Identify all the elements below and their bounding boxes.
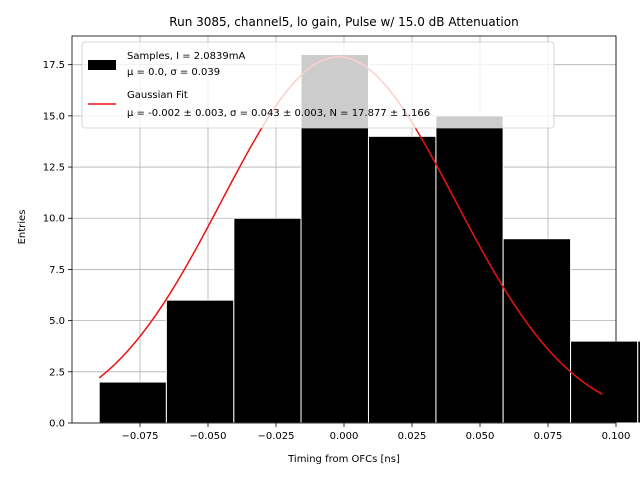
- x-tick-label: 0.050: [466, 431, 495, 442]
- legend-histogram-label: Samples, I = 2.0839mA: [127, 51, 245, 62]
- legend-histogram-stats: μ = 0.0, σ = 0.039: [127, 67, 220, 78]
- y-axis-label: Entries: [17, 210, 28, 245]
- histogram-bar: [233, 217, 302, 424]
- chart-title: Run 3085, channel5, lo gain, Pulse w/ 15…: [169, 15, 518, 29]
- histogram-bar: [367, 135, 437, 424]
- y-tick-label: 17.5: [43, 60, 65, 71]
- x-tick-label: 0.025: [398, 431, 427, 442]
- x-tick-label: 0.000: [330, 431, 359, 442]
- legend-fit-stats: μ = -0.002 ± 0.003, σ = 0.043 ± 0.003, N…: [127, 108, 430, 119]
- x-tick-label: −0.025: [257, 431, 294, 442]
- x-tick-label: −0.075: [121, 431, 158, 442]
- legend-histogram-swatch: [88, 60, 116, 70]
- y-tick-label: 7.5: [49, 265, 65, 276]
- y-tick-label: 0.0: [49, 419, 65, 430]
- x-tick-label: −0.050: [189, 431, 226, 442]
- legend-box: [81, 41, 555, 129]
- x-tick-label: 0.075: [534, 431, 563, 442]
- histogram-bar: [165, 299, 235, 424]
- y-tick-label: 2.5: [49, 367, 65, 378]
- histogram-bar: [570, 340, 639, 424]
- y-axis-ticks: 0.0 2.5 5.0 7.5 10.0 12.5 15.0 17.5: [43, 60, 72, 430]
- y-tick-label: 10.0: [43, 214, 65, 225]
- x-axis-label: Timing from OFCs [ns]: [287, 454, 400, 465]
- histogram-bar: [502, 238, 572, 424]
- histogram-bar: [637, 340, 640, 424]
- y-tick-label: 12.5: [43, 163, 65, 174]
- histogram-bar: [98, 381, 167, 424]
- legend-fit-label: Gaussian Fit: [127, 90, 188, 101]
- y-tick-label: 5.0: [49, 316, 65, 327]
- x-tick-label: 0.100: [602, 431, 631, 442]
- legend: Samples, I = 2.0839mA μ = 0.0, σ = 0.039…: [81, 41, 555, 129]
- y-tick-label: 15.0: [43, 111, 65, 122]
- x-axis-ticks: −0.075 −0.050 −0.025 0.000 0.025 0.050 0.075 0.…: [121, 423, 630, 442]
